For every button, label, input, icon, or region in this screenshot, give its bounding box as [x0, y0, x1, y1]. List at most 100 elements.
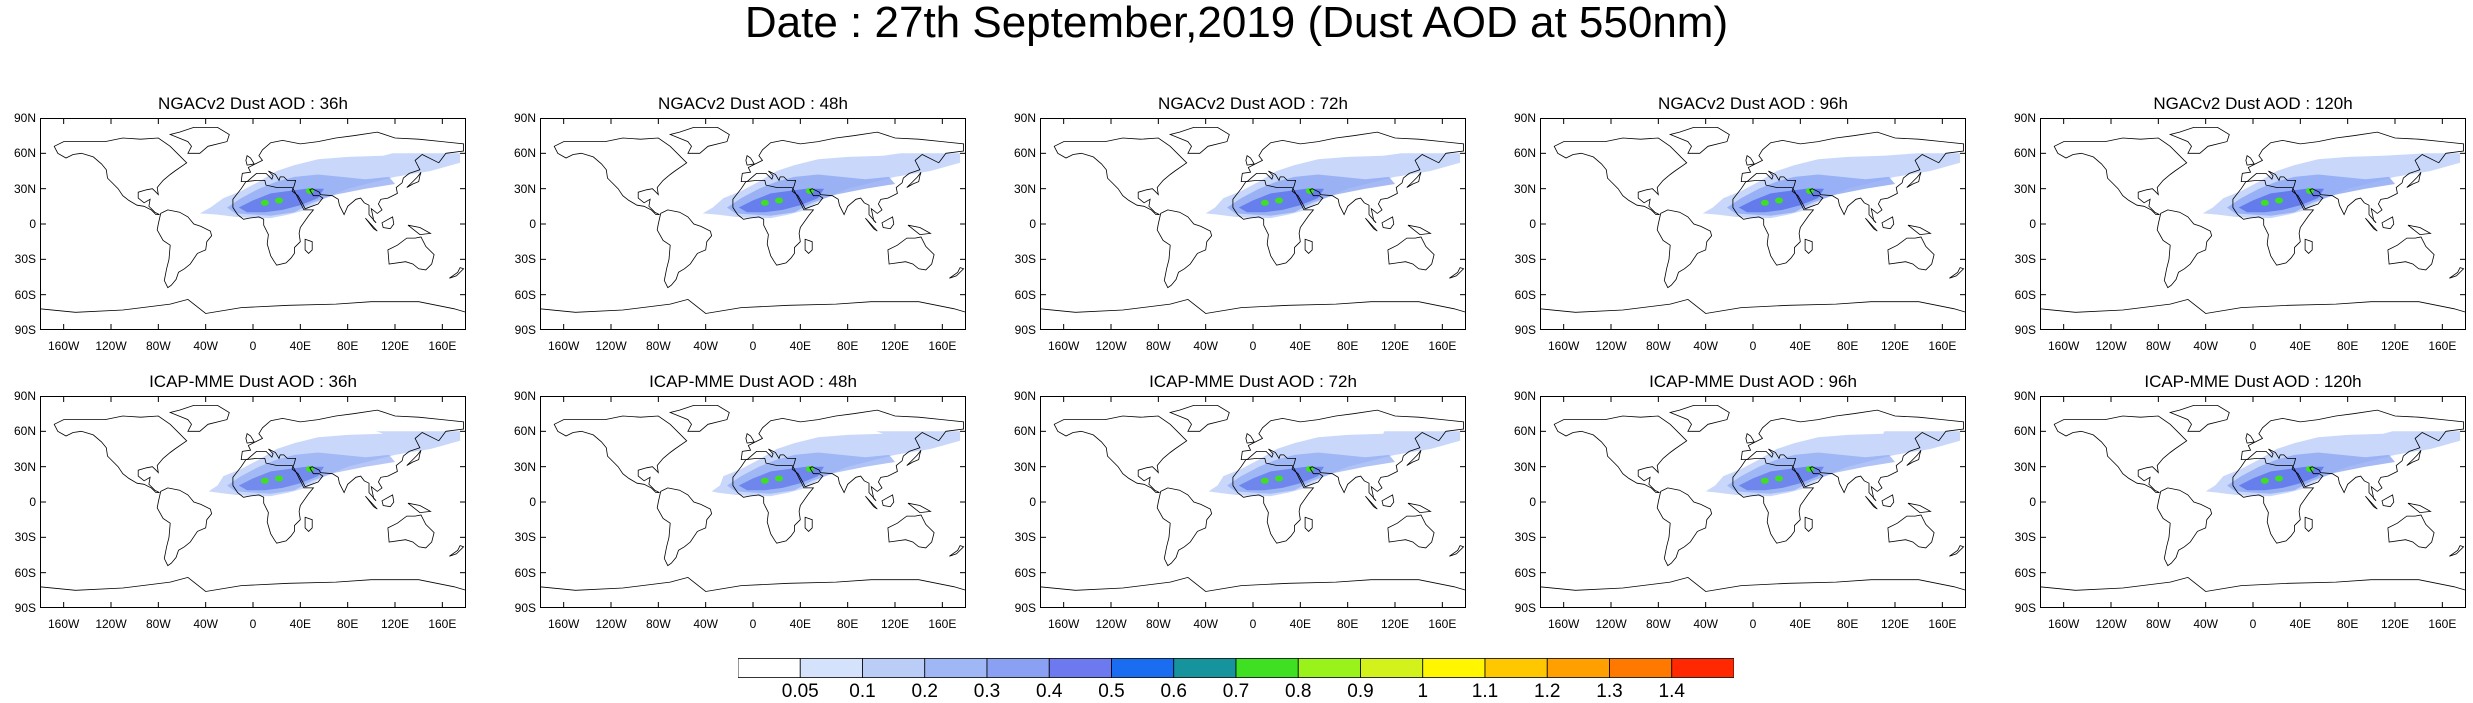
- lon-tick-label: 80E: [336, 617, 359, 631]
- coastline: [2156, 209, 2213, 289]
- lat-tick-label: 90N: [13, 111, 36, 125]
- lat-tick-label: 60S: [14, 287, 36, 302]
- coastline: [1040, 298, 1466, 314]
- lon-tick-label: 160E: [928, 339, 957, 353]
- coastline: [1168, 126, 1230, 154]
- coastline: [2365, 495, 2378, 510]
- lat-tick-label: 30N: [1013, 459, 1036, 474]
- coastline: [168, 126, 230, 154]
- lon-tick-label: 120E: [1880, 617, 1910, 631]
- map-frame: [2040, 118, 2466, 330]
- coastline: [2449, 267, 2465, 279]
- lon-tick-label: 160E: [2428, 339, 2457, 353]
- color-bar-segment: [862, 658, 926, 678]
- lon-tick-label: 40W: [2193, 339, 2218, 353]
- lat-tick-label: 0: [2029, 217, 2036, 231]
- lat-tick-label: 90S: [2014, 323, 2036, 337]
- lat-tick-label: 30S: [514, 252, 536, 267]
- coastline: [1668, 126, 1730, 154]
- coastline: [656, 487, 713, 567]
- coastline: [240, 409, 465, 502]
- coastline: [381, 494, 395, 508]
- coastline: [1668, 404, 1730, 432]
- coastline: [1245, 155, 1255, 166]
- lon-tick-label: 40W: [693, 617, 718, 631]
- coastline: [949, 545, 965, 557]
- lon-tick-label: 80W: [145, 617, 171, 631]
- lon-tick-label: 80W: [145, 339, 171, 353]
- dust-hotspot: [1760, 199, 1769, 206]
- coastline: [245, 155, 255, 166]
- lon-tick-label: 80E: [836, 617, 859, 631]
- coastline: [2040, 298, 2466, 314]
- coastline: [365, 495, 378, 510]
- coastline: [1553, 137, 1688, 215]
- coastline: [553, 415, 688, 493]
- dust-hotspot: [1260, 477, 1269, 484]
- coastline: [1887, 514, 1935, 549]
- coastline: [2232, 458, 2315, 544]
- lon-tick-label: 40E: [1289, 617, 1311, 631]
- coastline: [1906, 449, 1922, 466]
- coastline: [1881, 216, 1895, 230]
- map-frame: [40, 118, 466, 330]
- lon-tick-label: 40W: [1693, 617, 1718, 631]
- coastline: [406, 171, 422, 188]
- lon-tick-label: 120E: [1880, 339, 1910, 353]
- panel-title: NGACv2 Dust AOD : 120h: [2153, 94, 2353, 113]
- lon-tick-label: 120W: [595, 617, 627, 631]
- coastline: [2406, 171, 2422, 188]
- coastline: [540, 298, 966, 314]
- coastline: [906, 171, 922, 188]
- lon-tick-label: 120W: [95, 339, 127, 353]
- lat-tick-label: 90S: [1514, 323, 1536, 337]
- coastline: [156, 487, 213, 567]
- coastline: [2304, 238, 2313, 254]
- lon-tick-label: 80W: [645, 339, 671, 353]
- coastline: [1240, 409, 1465, 502]
- panel-title: ICAP-MME Dust AOD : 96h: [1649, 372, 1857, 391]
- coastline: [1732, 180, 1815, 266]
- lat-tick-label: 0: [2029, 495, 2036, 509]
- coastline: [907, 224, 932, 236]
- dust-hotspot: [2260, 199, 2269, 206]
- coastline: [804, 238, 813, 254]
- color-bar-segment: [986, 658, 1050, 678]
- dust-aod-map: [40, 118, 466, 330]
- color-bar-segment: [1111, 658, 1175, 678]
- coastline: [2304, 516, 2313, 532]
- coastline: [1406, 171, 1422, 188]
- map-frame: [1540, 396, 1966, 608]
- lon-tick-label: 160E: [428, 339, 457, 353]
- lon-tick-label: 40W: [1693, 339, 1718, 353]
- coastline: [240, 131, 465, 224]
- lat-tick-label: 90N: [513, 111, 536, 125]
- dust-aod-map: [2040, 118, 2466, 330]
- lon-tick-label: 40E: [1789, 339, 1811, 353]
- lat-tick-label: 30S: [2014, 530, 2036, 545]
- lat-tick-label: 60S: [14, 565, 36, 580]
- coastline: [1407, 502, 1432, 514]
- lat-tick-label: 30S: [514, 530, 536, 545]
- lon-tick-label: 40E: [289, 339, 311, 353]
- coastline: [1540, 576, 1966, 592]
- lon-tick-label: 40W: [193, 617, 218, 631]
- lat-tick-label: 90N: [1013, 389, 1036, 403]
- lat-tick-label: 30N: [513, 181, 536, 196]
- coastline: [407, 502, 432, 514]
- coastline: [1907, 502, 1932, 514]
- coastline: [1365, 217, 1378, 232]
- coastline: [2040, 576, 2466, 592]
- lat-tick-label: 60S: [1014, 565, 1036, 580]
- dust-aod-map: [40, 396, 466, 608]
- panel-title: NGACv2 Dust AOD : 36h: [158, 94, 348, 113]
- lon-tick-label: 160E: [1428, 617, 1457, 631]
- color-bar-segment: [1297, 658, 1361, 678]
- lat-tick-label: 0: [529, 217, 536, 231]
- lat-tick-label: 60S: [2014, 565, 2036, 580]
- dust-aod-map: [1040, 118, 1466, 330]
- lon-tick-label: 120E: [880, 339, 910, 353]
- coastline: [1381, 494, 1395, 508]
- lon-tick-label: 80W: [1145, 339, 1171, 353]
- dust-hotspot: [760, 477, 769, 484]
